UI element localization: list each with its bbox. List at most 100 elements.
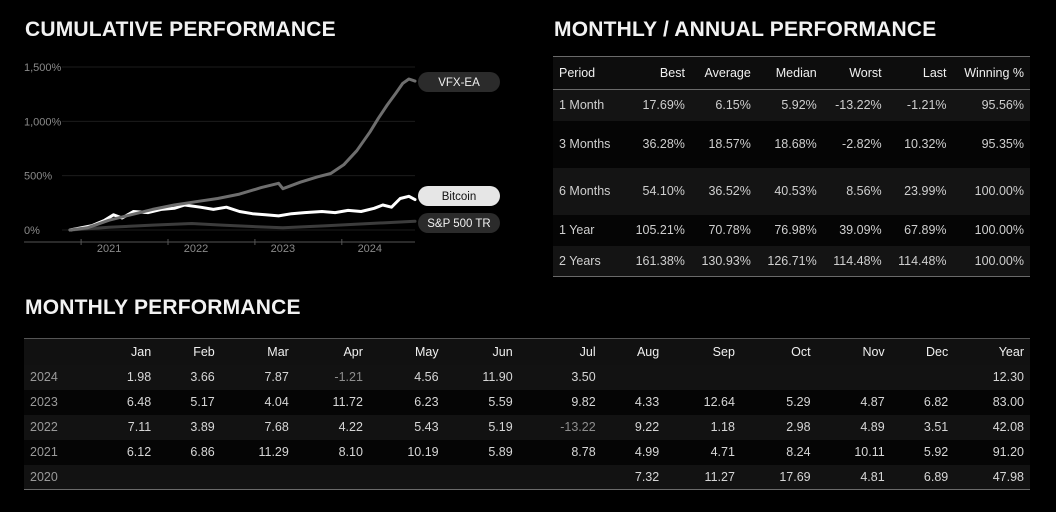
table-cell-last: 23.99% <box>887 167 953 215</box>
table-cell <box>816 364 891 390</box>
table-cell: 5.29 <box>740 389 817 415</box>
table-row: 1 Month 17.69% 6.15% 5.92% -13.22% -1.21% 95.5… <box>553 89 1030 121</box>
column-header: Jul <box>518 338 602 365</box>
column-header: Year <box>954 338 1030 365</box>
table-cell: 9.82 <box>518 389 602 415</box>
table-cell-best: 54.10% <box>625 167 691 215</box>
table-cell-average: 6.15% <box>690 89 757 121</box>
monthly-table-header: Jan Feb Mar Apr May Jun Jul Aug Sep Oct Nov Dec Year <box>24 338 1030 365</box>
table-cell: 10.11 <box>816 439 891 465</box>
table-cell: 7.32 <box>601 464 666 490</box>
column-header: Jun <box>444 338 519 365</box>
table-cell: 8.10 <box>294 439 369 465</box>
column-header <box>24 338 94 365</box>
table-row: 1 Year 105.21% 70.78% 76.98% 39.09% 67.89% 100… <box>553 214 1030 246</box>
table-cell: 4.33 <box>601 389 666 415</box>
table-cell-average: 36.52% <box>690 167 757 215</box>
table-cell: 6.12 <box>93 439 158 465</box>
column-header: Period <box>553 56 625 90</box>
table-row: 3 Months 36.28% 18.57% 18.68% -2.82% 10.32% 95… <box>553 120 1030 168</box>
y-tick-label: 500% <box>24 171 52 183</box>
table-cell: 4.71 <box>665 439 741 465</box>
table-cell: 5.92 <box>890 439 955 465</box>
monthly-performance-title: MONTHLY PERFORMANCE <box>25 296 301 319</box>
table-cell-median: 40.53% <box>756 167 823 215</box>
column-header: Last <box>887 56 953 90</box>
series-line-vfx-ea <box>68 77 417 232</box>
table-cell-winning: 95.56% <box>952 89 1030 121</box>
table-row: 2 Years 161.38% 130.93% 126.71% 114.48% 114.4… <box>553 245 1030 277</box>
table-row: 2020 7.32 11.27 17.69 4.81 6.89 47.98 <box>24 464 1030 490</box>
table-cell: 91.20 <box>954 439 1030 465</box>
series-end-label: S&P 500 TR <box>427 218 491 230</box>
column-header: Winning % <box>952 56 1030 90</box>
table-cell-last: 10.32% <box>887 120 953 168</box>
column-header: Oct <box>740 338 817 365</box>
column-header: Jan <box>93 338 158 365</box>
column-header: Nov <box>816 338 891 365</box>
x-tick-label: 2022 <box>184 243 208 255</box>
column-header: Feb <box>157 338 221 365</box>
table-cell <box>601 364 666 390</box>
table-cell-best: 36.28% <box>625 120 691 168</box>
table-cell-worst: 8.56% <box>822 167 888 215</box>
table-cell: 5.43 <box>368 414 445 440</box>
table-cell-average: 130.93% <box>690 245 757 277</box>
table-row: 2023 6.48 5.17 4.04 11.72 6.23 5.59 9.82 4.33 12.… <box>24 389 1030 415</box>
table-cell-median: 5.92% <box>756 89 823 121</box>
table-cell: 11.29 <box>220 439 295 465</box>
table-cell: 83.00 <box>954 389 1030 415</box>
table-cell: 17.69 <box>740 464 817 490</box>
table-cell <box>518 464 602 490</box>
table-cell-average: 70.78% <box>690 214 757 246</box>
column-header: Sep <box>665 338 741 365</box>
table-cell: 4.81 <box>816 464 891 490</box>
table-cell: 5.17 <box>157 389 221 415</box>
column-header: Apr <box>294 338 369 365</box>
series-end-label-pill <box>418 72 500 92</box>
table-cell-median: 18.68% <box>756 120 823 168</box>
table-row: 2021 6.12 6.86 11.29 8.10 10.19 5.89 8.78 4.99 4.… <box>24 439 1030 465</box>
table-cell: 12.30 <box>954 364 1030 390</box>
column-header: Dec <box>890 338 955 365</box>
table-cell: 12.64 <box>665 389 741 415</box>
table-cell: 5.59 <box>444 389 519 415</box>
table-cell <box>93 464 158 490</box>
table-cell: 2.98 <box>740 414 817 440</box>
table-cell: 8.78 <box>518 439 602 465</box>
table-cell: 42.08 <box>954 414 1030 440</box>
table-cell: 11.72 <box>294 389 369 415</box>
table-cell: 3.50 <box>518 364 602 390</box>
table-cell: 11.90 <box>444 364 519 390</box>
column-header: May <box>368 338 445 365</box>
row-year-label: 2021 <box>24 439 94 465</box>
column-header: Mar <box>220 338 295 365</box>
table-cell: -1.21 <box>294 364 369 390</box>
table-cell: 6.23 <box>368 389 445 415</box>
table-cell-median: 76.98% <box>756 214 823 246</box>
table-cell-worst: 39.09% <box>822 214 888 246</box>
table-cell: 6.89 <box>890 464 955 490</box>
table-cell-best: 17.69% <box>625 89 691 121</box>
table-cell-best: 105.21% <box>625 214 691 246</box>
table-cell-worst: -2.82% <box>822 120 888 168</box>
table-cell: -13.22 <box>518 414 602 440</box>
column-header: Median <box>756 56 823 90</box>
table-row: 6 Months 54.10% 36.52% 40.53% 8.56% 23.99% 100… <box>553 167 1030 215</box>
table-cell <box>294 464 369 490</box>
row-year-label: 2023 <box>24 389 94 415</box>
row-year-label: 2020 <box>24 464 94 490</box>
y-tick-label: 1,500% <box>24 62 62 74</box>
table-cell: 5.89 <box>444 439 519 465</box>
table-cell-winning: 95.35% <box>952 120 1030 168</box>
row-year-label: 2024 <box>24 364 94 390</box>
cumulative-performance-title: CUMULATIVE PERFORMANCE <box>25 18 336 41</box>
table-cell-last: 114.48% <box>887 245 953 277</box>
row-year-label: 2022 <box>24 414 94 440</box>
table-cell: 6.82 <box>890 389 955 415</box>
table-cell: 5.19 <box>444 414 519 440</box>
table-cell: 6.48 <box>93 389 158 415</box>
table-cell: 6.86 <box>157 439 221 465</box>
table-cell <box>220 464 295 490</box>
table-cell <box>157 464 221 490</box>
